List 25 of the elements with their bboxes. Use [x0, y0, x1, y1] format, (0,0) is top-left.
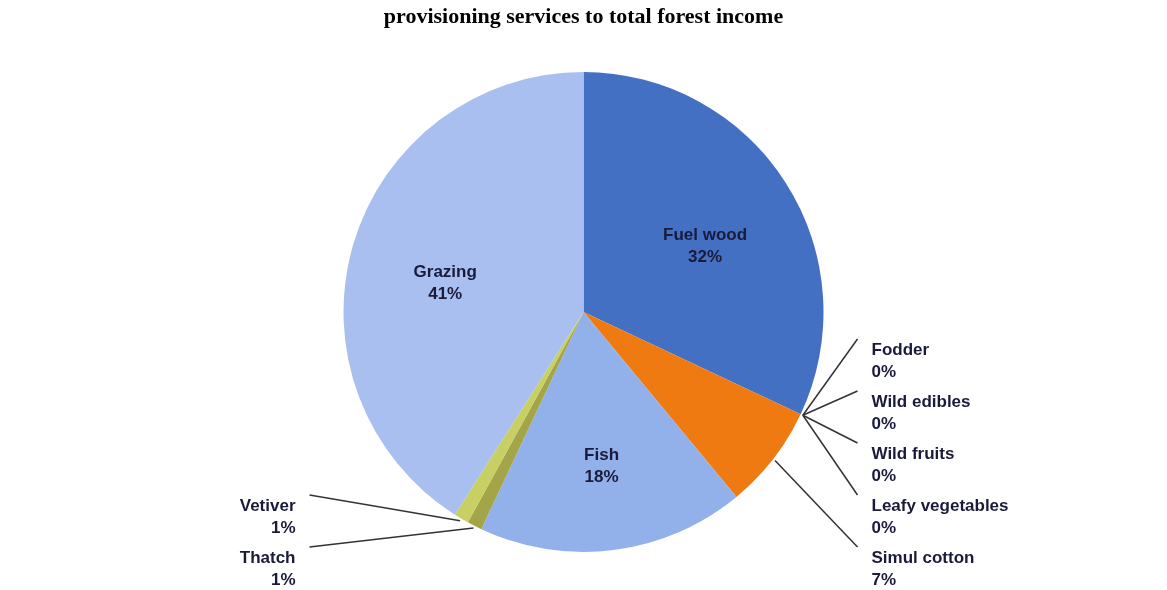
text: 0%	[871, 518, 897, 537]
category-label: Leafy vegetables	[871, 496, 1009, 515]
slice-label: Vetiver	[239, 496, 296, 515]
text: 0%	[871, 414, 897, 433]
text: 0%	[871, 362, 897, 381]
slice-label: Fish	[584, 444, 620, 464]
pie-slice	[481, 312, 737, 552]
pie-slice	[343, 72, 584, 515]
pie-slice	[583, 72, 824, 415]
category-label: Wild fruits	[871, 444, 955, 463]
slice-label: Fuel wood	[663, 224, 748, 244]
slice-label: Grazing	[413, 261, 477, 281]
category-label: Fodder	[871, 340, 930, 359]
text: 0%	[871, 466, 897, 485]
data-label: 32%	[688, 246, 723, 266]
pie-slice	[583, 312, 801, 497]
data-label: 41%	[428, 283, 463, 303]
legend-label: Wild edibles	[871, 392, 971, 411]
data-label: 7%	[871, 570, 897, 589]
data-label: 1%	[270, 570, 296, 589]
slice-label: Thatch	[239, 548, 296, 567]
data-label: 18%	[584, 466, 619, 486]
chart-title: provisioning services to total forest income	[383, 3, 784, 28]
data-label: 1%	[270, 518, 296, 537]
slice-label: Simul cotton	[871, 548, 975, 567]
